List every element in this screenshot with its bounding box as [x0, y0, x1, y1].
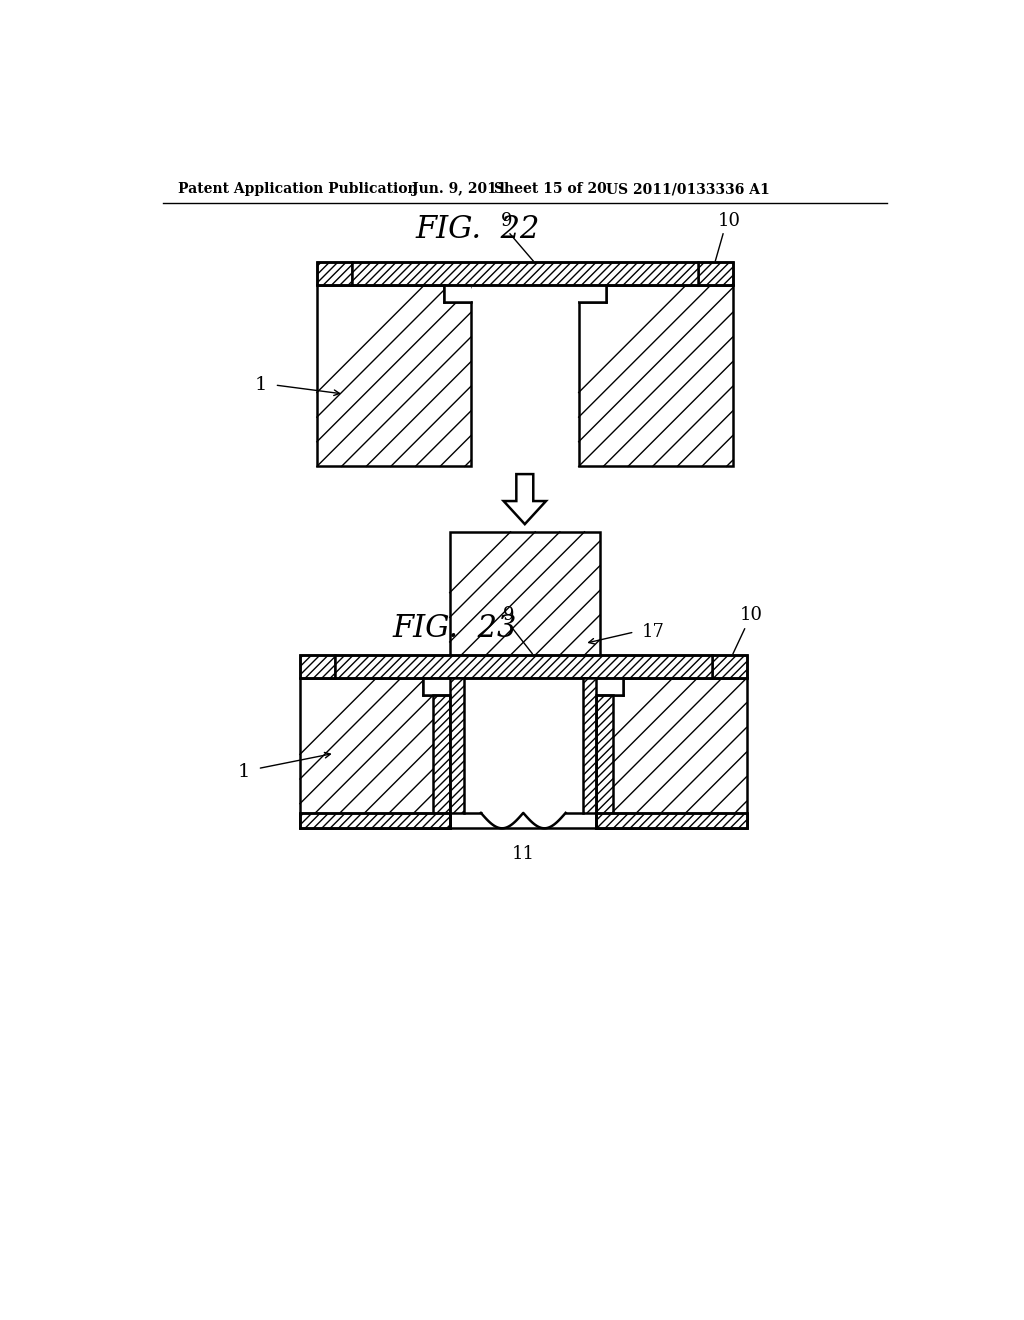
Text: Jun. 9, 2011: Jun. 9, 2011 [412, 182, 506, 197]
Text: 10: 10 [718, 213, 740, 230]
Bar [596, 696, 613, 829]
Text: US 2011/0133336 A1: US 2011/0133336 A1 [606, 182, 770, 197]
Text: 10: 10 [739, 606, 762, 624]
Text: 17: 17 [642, 623, 666, 642]
Bar [583, 678, 596, 813]
Bar [433, 696, 451, 829]
Bar [316, 263, 351, 285]
Text: 9: 9 [504, 606, 515, 624]
Polygon shape [579, 285, 733, 466]
Text: Patent Application Publication: Patent Application Publication [178, 182, 418, 197]
Polygon shape [504, 474, 546, 524]
Bar [451, 678, 464, 813]
Bar [579, 285, 605, 302]
Bar [596, 678, 624, 696]
Bar [300, 655, 335, 678]
Bar [596, 813, 746, 829]
Text: FIG.  23: FIG. 23 [392, 612, 517, 644]
Bar [596, 813, 746, 829]
Text: 9: 9 [501, 213, 512, 230]
Text: 11: 11 [512, 845, 535, 863]
Bar [335, 655, 712, 678]
Bar [300, 655, 746, 678]
Bar [444, 285, 471, 302]
Text: Sheet 15 of 20: Sheet 15 of 20 [494, 182, 607, 197]
Bar [451, 678, 596, 829]
Bar [698, 263, 733, 285]
Polygon shape [596, 678, 746, 829]
Bar [300, 813, 451, 829]
Bar [712, 655, 746, 678]
Bar [300, 813, 451, 829]
Bar [450, 532, 600, 667]
Text: 1: 1 [238, 763, 250, 781]
Bar [351, 263, 698, 285]
Bar [316, 263, 733, 285]
Text: 1: 1 [255, 376, 267, 393]
Polygon shape [316, 285, 471, 466]
Text: FIG.  22: FIG. 22 [416, 214, 540, 244]
Bar [423, 678, 451, 696]
Polygon shape [300, 678, 451, 829]
